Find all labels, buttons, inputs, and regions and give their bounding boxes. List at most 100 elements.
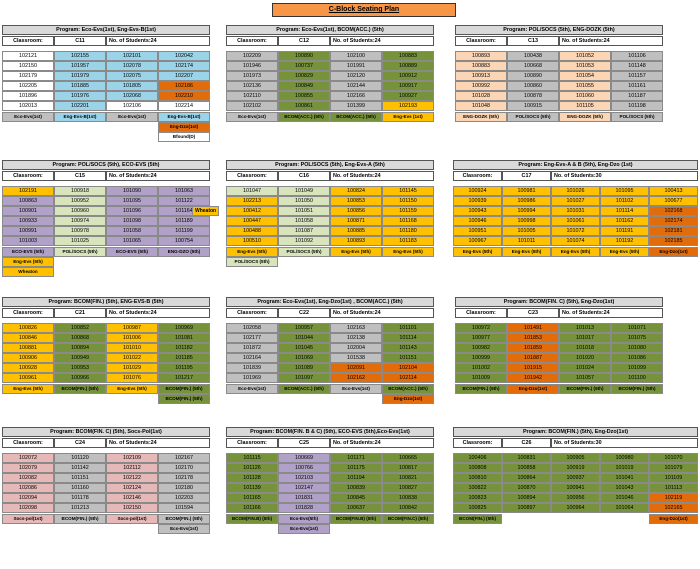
seat-cell: 102166 xyxy=(330,91,382,101)
seat-cell: 101213 xyxy=(54,503,106,513)
seat-cell: 101064 xyxy=(600,503,649,513)
seat-cell: 102214 xyxy=(158,101,210,111)
seat-cell: 101020 xyxy=(559,353,611,363)
classroom-number: C22 xyxy=(278,308,330,318)
seat-cell: 100822 xyxy=(453,483,502,493)
seat-cell: 101217 xyxy=(158,373,210,383)
seat-cell: 101058 xyxy=(278,216,330,226)
seat-cell: 101139 xyxy=(226,483,278,493)
seat-cell: 101029 xyxy=(106,363,158,373)
seat-cell: 100413 xyxy=(649,186,698,196)
classroom-label: Classroom: xyxy=(226,308,278,318)
seat-cell: 101096 xyxy=(106,206,158,216)
seat-cell: 101057 xyxy=(559,373,611,383)
seat-cell: 101072 xyxy=(551,226,600,236)
seat-cell: 101128 xyxy=(226,473,278,483)
seat-cell: 101081 xyxy=(158,333,210,343)
classroom-label: Classroom: xyxy=(2,438,54,448)
seat-cell: 101051 xyxy=(278,206,330,216)
seat-cell: 102167 xyxy=(158,453,210,463)
seat-cell: 102075 xyxy=(106,71,158,81)
classroom-label: Classroom: xyxy=(455,36,507,46)
seat-cell: 101151 xyxy=(382,353,434,363)
program-header: Program: Eng-Evs-A & B (5th), Eng-Dzo (1… xyxy=(453,160,698,170)
seat-cell: 100883 xyxy=(455,61,507,71)
seat-cell: 102110 xyxy=(226,91,278,101)
seat-cell: 100980 xyxy=(600,453,649,463)
seat-cell: 102162 xyxy=(330,373,382,383)
seat-cell: 100668 xyxy=(507,61,559,71)
classroom-label: Classroom: xyxy=(453,171,502,181)
seat-cell: 102106 xyxy=(106,101,158,111)
seat-cell: 100915 xyxy=(507,101,559,111)
seat-cell: 100845 xyxy=(330,493,382,503)
seat-cell: 101831 xyxy=(278,493,330,503)
classroom-label: Classroom: xyxy=(226,171,278,181)
seat-cell: 100870 xyxy=(502,483,551,493)
section-label: BCOM(FIN.) (5th) xyxy=(611,384,663,394)
seat-cell: 101019 xyxy=(600,463,649,473)
extra-label: Eng-Dzo(1st) xyxy=(382,394,434,404)
seat-cell: 101024 xyxy=(559,363,611,373)
seat-cell: 100967 xyxy=(453,236,502,246)
section-label xyxy=(502,514,551,524)
seat-cell: 101017 xyxy=(559,333,611,343)
seat-cell: 101109 xyxy=(649,473,698,483)
student-count: No. of Students:24 xyxy=(559,308,663,318)
seat-cell: 101050 xyxy=(278,196,330,206)
student-count: No. of Students:24 xyxy=(106,438,210,448)
seat-cell: 102150 xyxy=(106,503,158,513)
section-label: Eco-Evs(1st) xyxy=(106,112,158,122)
seat-cell: 101087 xyxy=(278,226,330,236)
seat-cell: 101095 xyxy=(106,196,158,206)
seat-cell: 102068 xyxy=(106,91,158,101)
seat-cell: 100905 xyxy=(551,453,600,463)
section-label: ENG-DOZK (5th) xyxy=(559,112,611,122)
seat-cell: 101145 xyxy=(382,186,434,196)
section-label: Eng-Evs (5th) xyxy=(600,247,649,257)
seat-cell: 100992 xyxy=(455,81,507,91)
seat-cell: 101168 xyxy=(382,216,434,226)
seat-cell: 100961 xyxy=(2,373,54,383)
seat-cell: 100946 xyxy=(453,216,502,226)
seat-cell: 101075 xyxy=(611,333,663,343)
seat-cell: 100852 xyxy=(54,323,106,333)
seat-cell: 101115 xyxy=(226,453,278,463)
classroom-number: C23 xyxy=(507,308,559,318)
seat-cell: 100890 xyxy=(278,51,330,61)
seat-cell: 101148 xyxy=(611,61,663,71)
seat-cell: 101199 xyxy=(158,226,210,236)
seat-cell: 100669 xyxy=(278,453,330,463)
section-label xyxy=(600,514,649,524)
seat-cell: 101044 xyxy=(278,333,330,343)
seat-cell: 100933 xyxy=(2,216,54,226)
seat-cell: 101054 xyxy=(559,71,611,81)
seat-cell: 101142 xyxy=(54,463,106,473)
seat-cell: 100883 xyxy=(382,51,434,61)
seat-cell: 101159 xyxy=(382,206,434,216)
classroom-number: C24 xyxy=(54,438,106,448)
section-label: POL/SOCS (5th) xyxy=(278,247,330,257)
seat-cell: 100924 xyxy=(453,186,502,196)
seat-cell: 100868 xyxy=(54,333,106,343)
seat-cell: 100894 xyxy=(54,343,106,353)
seat-cell: 100754 xyxy=(158,236,210,246)
seat-cell: 100969 xyxy=(158,323,210,333)
section-label: BCOM(FIN.) (5th) xyxy=(54,384,106,394)
seat-cell: 101872 xyxy=(226,343,278,353)
seat-cell: 101025 xyxy=(54,236,106,246)
extra-label: Eng-Dzo(1st) xyxy=(158,122,210,132)
section-label: Eng-Evs-B(1st) xyxy=(158,112,210,122)
seat-cell: 102147 xyxy=(278,483,330,493)
section-label: Eng-Evs (5th) xyxy=(2,384,54,394)
seat-cell: 102191 xyxy=(2,186,54,196)
seat-cell: 101009 xyxy=(455,373,507,383)
seat-cell: 100986 xyxy=(502,196,551,206)
seat-cell: 100878 xyxy=(507,91,559,101)
seat-cell: 100881 xyxy=(2,343,54,353)
student-count: No. of Students:24 xyxy=(106,36,210,46)
seat-cell: 100901 xyxy=(2,206,54,216)
seat-cell: 101011 xyxy=(502,236,551,246)
seat-cell: 100998 xyxy=(502,216,551,226)
seat-cell: 101991 xyxy=(330,61,382,71)
